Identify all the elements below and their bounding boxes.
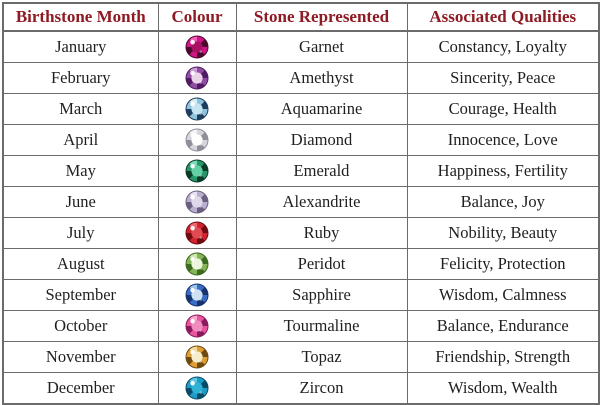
colour-cell [157, 341, 237, 373]
stone-cell: Ruby [235, 217, 408, 249]
month-cell: November [2, 341, 159, 373]
col-header-birthstone-month: Birthstone Month [2, 2, 159, 32]
colour-cell [157, 372, 237, 405]
colour-cell [157, 310, 237, 342]
table-row: August Peridot Felicity, Protection [2, 248, 600, 280]
aquamarine-gem-icon [185, 97, 209, 121]
table-row: May Emerald Happiness, Fertility [2, 155, 600, 187]
topaz-gem-icon [185, 345, 209, 369]
stone-cell: Aquamarine [235, 93, 408, 125]
alexandrite-gem-icon [185, 190, 209, 214]
table-row: July Ruby Nobility, Beauty [2, 217, 600, 249]
colour-cell [157, 248, 237, 280]
colour-cell [157, 62, 237, 94]
table-row: April Diamond Innocence, Love [2, 124, 600, 156]
diamond-gem-icon [185, 128, 209, 152]
month-cell: April [2, 124, 159, 156]
month-cell: August [2, 248, 159, 280]
header-row: Birthstone Month Colour Stone Represente… [2, 2, 600, 32]
table-row: November Topaz Friendship, Strength [2, 341, 600, 373]
month-cell: June [2, 186, 159, 218]
stone-cell: Peridot [235, 248, 408, 280]
table-row: June Alexandrite Balance, Joy [2, 186, 600, 218]
qualities-cell: Felicity, Protection [406, 248, 600, 280]
colour-cell [157, 186, 237, 218]
col-header-stone-represented: Stone Represented [235, 2, 408, 32]
table-row: September Sapphire Wisdom, Calmness [2, 279, 600, 311]
ruby-gem-icon [185, 221, 209, 245]
month-cell: May [2, 155, 159, 187]
qualities-cell: Innocence, Love [406, 124, 600, 156]
table-row: January Garnet Constancy, Loyalty [2, 30, 600, 63]
stone-cell: Emerald [235, 155, 408, 187]
colour-cell [157, 93, 237, 125]
month-cell: October [2, 310, 159, 342]
sapphire-gem-icon [185, 283, 209, 307]
colour-cell [157, 217, 237, 249]
qualities-cell: Nobility, Beauty [406, 217, 600, 249]
month-cell: September [2, 279, 159, 311]
stone-cell: Alexandrite [235, 186, 408, 218]
qualities-cell: Friendship, Strength [406, 341, 600, 373]
peridot-gem-icon [185, 252, 209, 276]
table-row: December Zircon Wisdom, Wealth [2, 372, 600, 405]
emerald-gem-icon [185, 159, 209, 183]
colour-cell [157, 30, 237, 63]
col-header-associated-qualities: Associated Qualities [406, 2, 600, 32]
table-row: March Aquamarine Courage, Health [2, 93, 600, 125]
colour-cell [157, 155, 237, 187]
month-cell: February [2, 62, 159, 94]
table-row: October Tourmaline Balance, Endurance [2, 310, 600, 342]
amethyst-gem-icon [185, 66, 209, 90]
colour-cell [157, 124, 237, 156]
qualities-cell: Wisdom, Calmness [406, 279, 600, 311]
stone-cell: Topaz [235, 341, 408, 373]
col-header-colour: Colour [157, 2, 237, 32]
qualities-cell: Sincerity, Peace [406, 62, 600, 94]
qualities-cell: Constancy, Loyalty [406, 30, 600, 63]
month-cell: January [2, 30, 159, 63]
stone-cell: Diamond [235, 124, 408, 156]
garnet-gem-icon [185, 35, 209, 59]
qualities-cell: Happiness, Fertility [406, 155, 600, 187]
table-row: February Amethyst Sincerity, Peace [2, 62, 600, 94]
month-cell: July [2, 217, 159, 249]
table-body: January Garnet Constancy, Loyalty Februa… [2, 30, 600, 405]
stone-cell: Sapphire [235, 279, 408, 311]
tourmaline-gem-icon [185, 314, 209, 338]
month-cell: December [2, 372, 159, 405]
qualities-cell: Wisdom, Wealth [406, 372, 600, 405]
month-cell: March [2, 93, 159, 125]
qualities-cell: Balance, Endurance [406, 310, 600, 342]
zircon-gem-icon [185, 376, 209, 400]
colour-cell [157, 279, 237, 311]
qualities-cell: Courage, Health [406, 93, 600, 125]
qualities-cell: Balance, Joy [406, 186, 600, 218]
stone-cell: Garnet [235, 30, 408, 63]
stone-cell: Tourmaline [235, 310, 408, 342]
stone-cell: Zircon [235, 372, 408, 405]
stone-cell: Amethyst [235, 62, 408, 94]
